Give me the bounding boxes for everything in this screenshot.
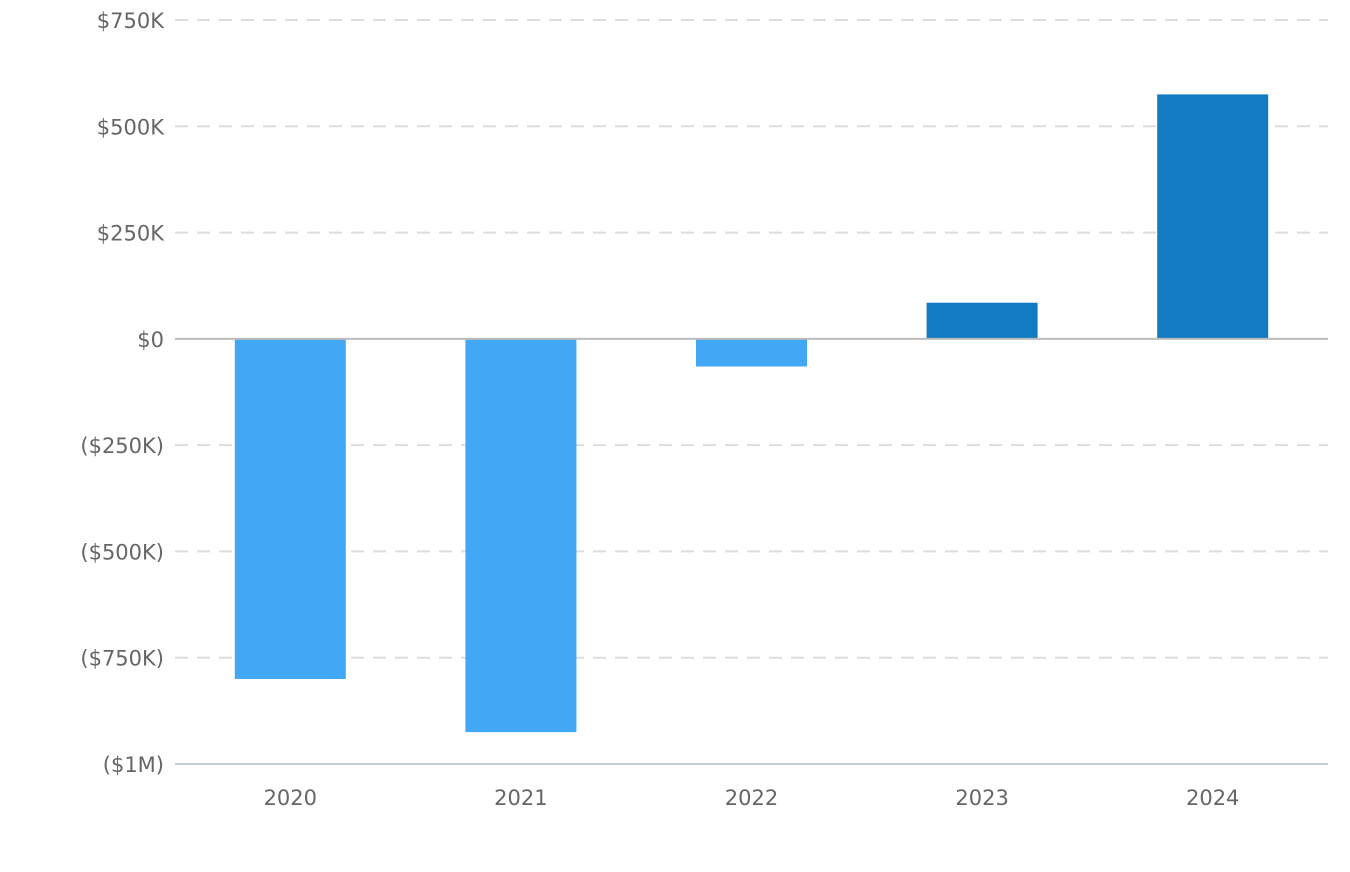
bar-2023 — [926, 302, 1038, 339]
x-tick-label: 2024 — [1186, 786, 1239, 810]
x-tick-label: 2020 — [264, 786, 317, 810]
axes — [175, 337, 1328, 765]
y-tick-label: $750K — [97, 9, 165, 33]
y-tick-label: $500K — [97, 115, 165, 139]
bar-2021 — [465, 338, 577, 733]
bars — [234, 94, 1269, 733]
x-tick-label: 2021 — [494, 786, 547, 810]
y-tick-label: $250K — [97, 222, 165, 246]
y-axis-tick-labels: $750K $500K $250K $0 ($250K) ($500K) ($750K) ($… — [80, 9, 165, 777]
y-tick-label: $0 — [137, 328, 164, 352]
bar-2022 — [696, 338, 807, 367]
y-tick-label: ($500K) — [80, 540, 164, 564]
x-tick-label: 2022 — [725, 786, 778, 810]
y-tick-label: ($1M) — [103, 753, 164, 777]
x-tick-label: 2023 — [955, 786, 1008, 810]
y-tick-label: ($750K) — [80, 647, 164, 671]
bar-2020 — [234, 338, 346, 679]
gridlines — [175, 19, 1328, 659]
y-tick-label: ($250K) — [80, 434, 164, 458]
x-axis-tick-labels: 2020 2021 2022 2023 2024 — [264, 786, 1240, 810]
bar-2024 — [1157, 94, 1269, 339]
